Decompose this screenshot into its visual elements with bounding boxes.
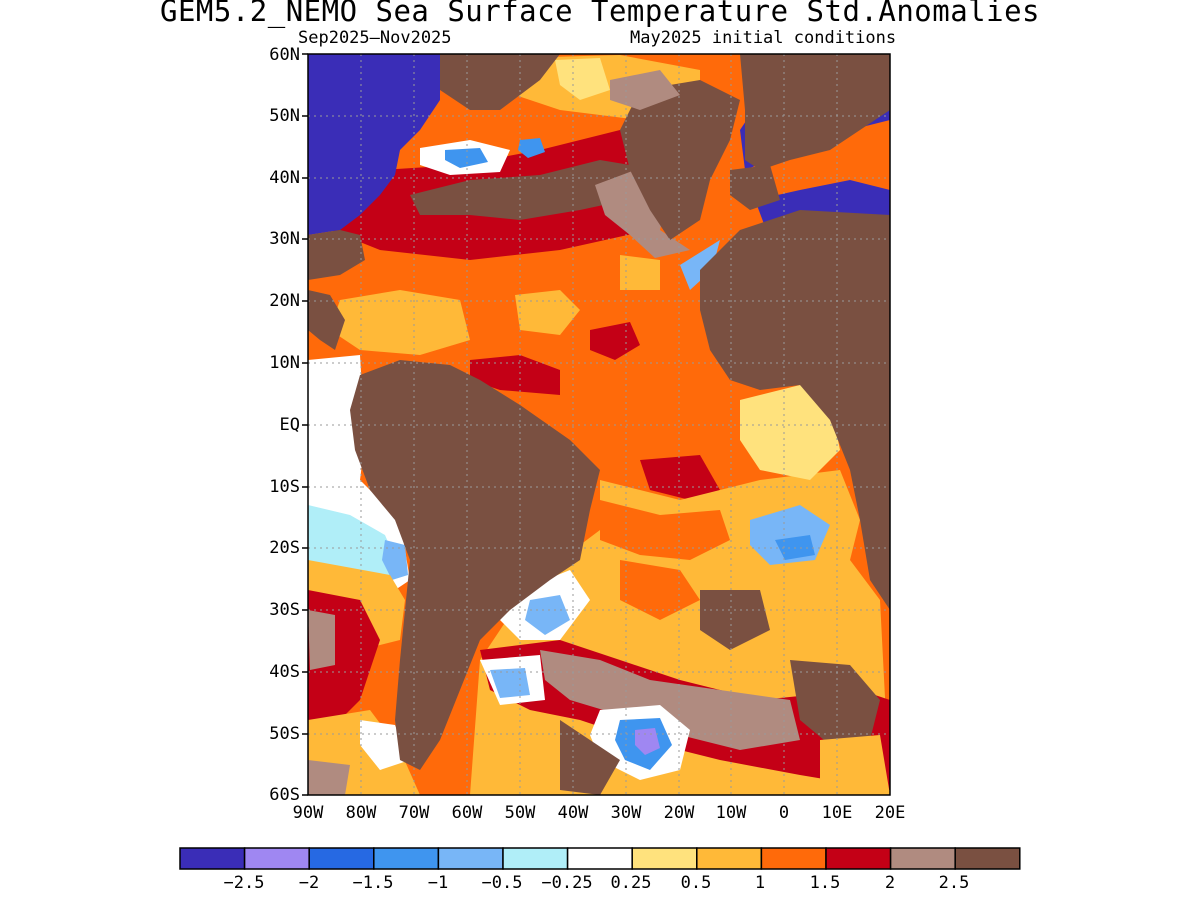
lon-label: 80W xyxy=(345,803,377,823)
colorbar-swatch xyxy=(243,847,310,870)
land-iberia xyxy=(730,165,780,210)
land-greenland xyxy=(440,54,560,110)
land-patagonia xyxy=(560,720,620,795)
lat-label: 30S xyxy=(269,600,300,620)
lat-label: 50N xyxy=(269,106,300,126)
axis-ticks xyxy=(302,53,308,796)
land-europe xyxy=(740,54,890,170)
land-central-america xyxy=(308,290,345,350)
anomaly-region xyxy=(470,355,560,395)
lat-label: 40N xyxy=(269,168,300,188)
colorbar-label: 0.5 xyxy=(680,873,712,893)
anomaly-region xyxy=(740,385,840,480)
lon-label: 20E xyxy=(874,803,906,823)
anomaly-region xyxy=(680,240,720,290)
colorbar-swatch xyxy=(502,847,569,870)
lat-label: 20S xyxy=(269,538,300,558)
anomaly-region xyxy=(518,138,545,158)
colorbar-swatch xyxy=(760,847,827,870)
anomaly-region xyxy=(555,58,610,100)
missing-data-region xyxy=(308,54,440,235)
colorbar-label: 1.5 xyxy=(809,873,841,893)
lat-label: EQ xyxy=(279,415,300,435)
anomaly-region xyxy=(620,560,700,620)
initial-conditions: May2025 initial conditions xyxy=(630,28,897,48)
anomaly-region xyxy=(382,540,408,580)
colorbar-swatch xyxy=(696,847,763,870)
lat-label: 10S xyxy=(269,477,300,497)
lon-label: 50W xyxy=(504,803,536,823)
lat-label: 30N xyxy=(269,229,300,249)
colorbar-swatch xyxy=(437,847,504,870)
land-north-america xyxy=(308,230,365,280)
anomaly-region xyxy=(610,70,680,110)
lon-label: 10W xyxy=(715,803,747,823)
anomaly-region xyxy=(635,728,660,755)
colorbar-label: −2.5 xyxy=(223,873,265,893)
anomaly-region xyxy=(820,735,890,795)
lon-label: 90W xyxy=(292,803,324,823)
anomaly-region xyxy=(540,650,800,750)
lat-label: 50S xyxy=(269,724,300,744)
anomaly-region xyxy=(620,255,660,290)
anomaly-region xyxy=(308,760,350,795)
anomaly-region xyxy=(590,322,640,360)
colorbar-label: 1 xyxy=(754,873,766,893)
colorbar-swatch xyxy=(631,847,698,870)
forecast-period: Sep2025–Nov2025 xyxy=(298,28,452,48)
map-area xyxy=(308,54,890,795)
lon-label: 30W xyxy=(610,803,642,823)
anomaly-region xyxy=(640,455,720,500)
colorbar-label: −2 xyxy=(298,873,320,893)
colorbar-label: 0.25 xyxy=(610,873,652,893)
lon-label: 60W xyxy=(451,803,483,823)
colorbar-label: −0.25 xyxy=(541,873,593,893)
colorbar-label: −0.5 xyxy=(481,873,523,893)
lat-label: 40S xyxy=(269,662,300,682)
lon-label: 20W xyxy=(663,803,695,823)
anomaly-region xyxy=(600,500,730,560)
anomaly-region xyxy=(330,290,470,355)
anomaly-region xyxy=(700,590,770,650)
land-africa xyxy=(700,210,890,610)
colorbar-swatch xyxy=(373,847,440,870)
colorbar-swatch xyxy=(566,847,633,870)
lon-label: 40W xyxy=(557,803,589,823)
colorbar-swatch xyxy=(889,847,956,870)
colorbar-label: −1.5 xyxy=(352,873,394,893)
map-title: GEM5.2_NEMO Sea Surface Temperature Std.… xyxy=(159,0,1040,28)
graticule xyxy=(308,54,890,795)
colorbar-swatch xyxy=(308,847,375,870)
lat-label: 60N xyxy=(269,45,300,65)
anomaly-region xyxy=(308,610,335,670)
anomaly-region xyxy=(790,660,880,745)
lat-label: 20N xyxy=(269,291,300,311)
colorbar-label: 2.5 xyxy=(938,873,970,893)
colorbar-swatch xyxy=(825,847,892,870)
lat-label: 10N xyxy=(269,353,300,373)
colorbar-label: 2 xyxy=(884,873,896,893)
lon-label: 10E xyxy=(821,803,853,823)
colorbar xyxy=(179,847,1021,870)
colorbar-swatch xyxy=(179,847,246,870)
anomaly-region xyxy=(410,160,660,220)
colorbar-swatch xyxy=(954,847,1021,870)
colorbar-label: −1 xyxy=(427,873,449,893)
anomaly-region xyxy=(525,595,570,635)
lat-label: 60S xyxy=(269,785,300,805)
lon-label: 70W xyxy=(398,803,430,823)
land-south-america xyxy=(350,360,600,770)
anomaly-region xyxy=(620,80,740,240)
lon-label: 0 xyxy=(778,803,790,823)
